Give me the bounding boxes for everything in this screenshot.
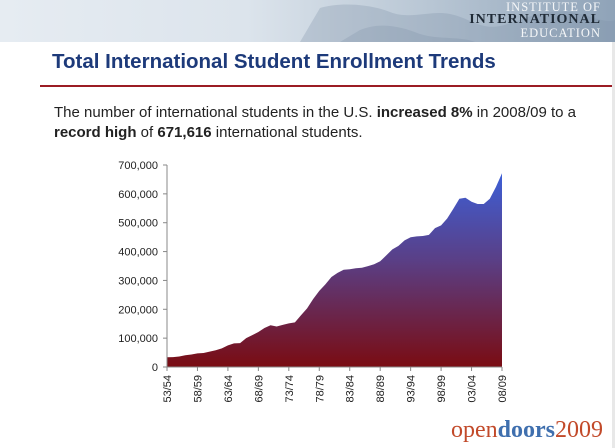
y-tick-label: 300,000 [118, 275, 158, 287]
intro-bold-increase: increased 8% [376, 104, 473, 121]
x-tick-label: 03/04 [467, 375, 479, 403]
slide-title: Total International Student Enrollment T… [52, 50, 496, 73]
y-tick-label: 0 [152, 362, 158, 374]
header-banner: INSTITUTE OF INTERNATIONAL EDUCATION [0, 0, 615, 42]
enrollment-area [167, 173, 502, 367]
title-divider [40, 85, 615, 87]
x-tick-label: 88/89 [375, 375, 387, 403]
intro-bold-record: record high [54, 124, 137, 141]
x-tick-label: 63/64 [223, 375, 235, 403]
world-map-graphic [300, 4, 615, 42]
logo-line-3: EDUCATION [520, 26, 601, 40]
x-tick-label: 73/74 [284, 375, 296, 403]
logo-year: 2009 [555, 417, 603, 443]
x-tick-label: 93/94 [406, 375, 418, 403]
logo-doors: doors [497, 417, 555, 443]
y-tick-label: 400,000 [118, 247, 158, 259]
page-edge [612, 42, 615, 448]
x-tick-label: 78/79 [314, 375, 326, 403]
y-tick-label: 500,000 [118, 218, 158, 230]
logo-line-2: INTERNATIONAL [469, 12, 601, 27]
logo-line-1: INSTITUTE OF [506, 0, 601, 14]
intro-text-2: in 2008/09 to a [472, 104, 576, 121]
intro-paragraph: The number of international students in … [54, 103, 594, 143]
intro-bold-total: 671,616 [157, 124, 212, 141]
logo-open: open [451, 417, 498, 443]
x-tick-label: 68/69 [253, 375, 265, 403]
intro-text-4: international students. [211, 124, 363, 141]
x-tick-label: 83/84 [345, 375, 357, 403]
y-tick-label: 200,000 [118, 304, 158, 316]
intro-text-1: The number of international students in … [54, 104, 377, 121]
intro-text-3: of [136, 124, 158, 141]
enrollment-area-chart: 0 100,000 200,000 300,000 400,000 500,000 600,… [118, 160, 509, 403]
x-tick-label: 53/54 [162, 375, 174, 403]
x-tick-label: 08/09 [497, 375, 509, 403]
x-tick-label: 98/99 [436, 375, 448, 403]
x-tick-label: 58/59 [192, 375, 204, 403]
y-tick-label: 100,000 [118, 333, 158, 345]
y-tick-label: 700,000 [118, 160, 158, 172]
opendoors-logo: opendoors2009 [451, 417, 603, 444]
y-tick-label: 600,000 [118, 189, 158, 201]
institute-logo: INSTITUTE OF INTERNATIONAL EDUCATION [469, 0, 601, 40]
